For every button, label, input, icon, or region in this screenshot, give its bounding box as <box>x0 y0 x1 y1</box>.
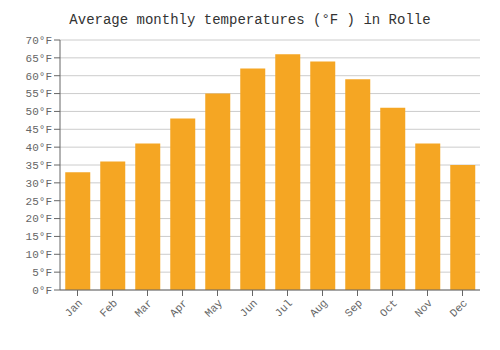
svg-text:65°F: 65°F <box>26 53 52 65</box>
svg-text:Oct: Oct <box>378 297 400 319</box>
svg-text:15°F: 15°F <box>26 231 52 243</box>
svg-text:Jun: Jun <box>238 297 260 319</box>
svg-text:20°F: 20°F <box>26 213 52 225</box>
svg-text:Apr: Apr <box>168 297 190 319</box>
svg-text:55°F: 55°F <box>26 88 52 100</box>
svg-text:Aug: Aug <box>308 297 330 319</box>
svg-text:35°F: 35°F <box>26 160 52 172</box>
svg-text:Jul: Jul <box>273 297 295 319</box>
svg-text:Sep: Sep <box>343 297 365 319</box>
svg-text:60°F: 60°F <box>26 71 52 83</box>
svg-text:0°F: 0°F <box>32 285 52 297</box>
svg-text:30°F: 30°F <box>26 178 52 190</box>
svg-text:50°F: 50°F <box>26 106 52 118</box>
svg-text:Nov: Nov <box>413 297 436 320</box>
svg-text:Dec: Dec <box>448 297 470 319</box>
svg-text:Feb: Feb <box>98 297 120 319</box>
svg-text:May: May <box>203 297 226 320</box>
svg-text:Jan: Jan <box>63 297 85 319</box>
svg-text:5°F: 5°F <box>32 267 52 279</box>
html-text:Average monthly temperatures (: Average monthly temperatures (°F ) in Ro… <box>69 12 431 28</box>
svg-text:10°F: 10°F <box>26 249 52 261</box>
svg-text:45°F: 45°F <box>26 124 52 136</box>
svg-text:70°F: 70°F <box>26 35 52 47</box>
svg-text:40°F: 40°F <box>26 142 52 154</box>
svg-text:Mar: Mar <box>133 297 155 319</box>
svg-text:25°F: 25°F <box>26 196 52 208</box>
